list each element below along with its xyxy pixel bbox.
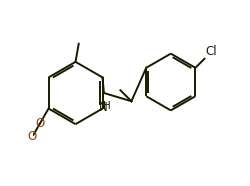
Text: Cl: Cl	[206, 45, 217, 58]
Text: N: N	[99, 101, 108, 114]
Text: O: O	[35, 117, 44, 130]
Text: H: H	[103, 100, 111, 110]
Text: O: O	[28, 130, 37, 143]
